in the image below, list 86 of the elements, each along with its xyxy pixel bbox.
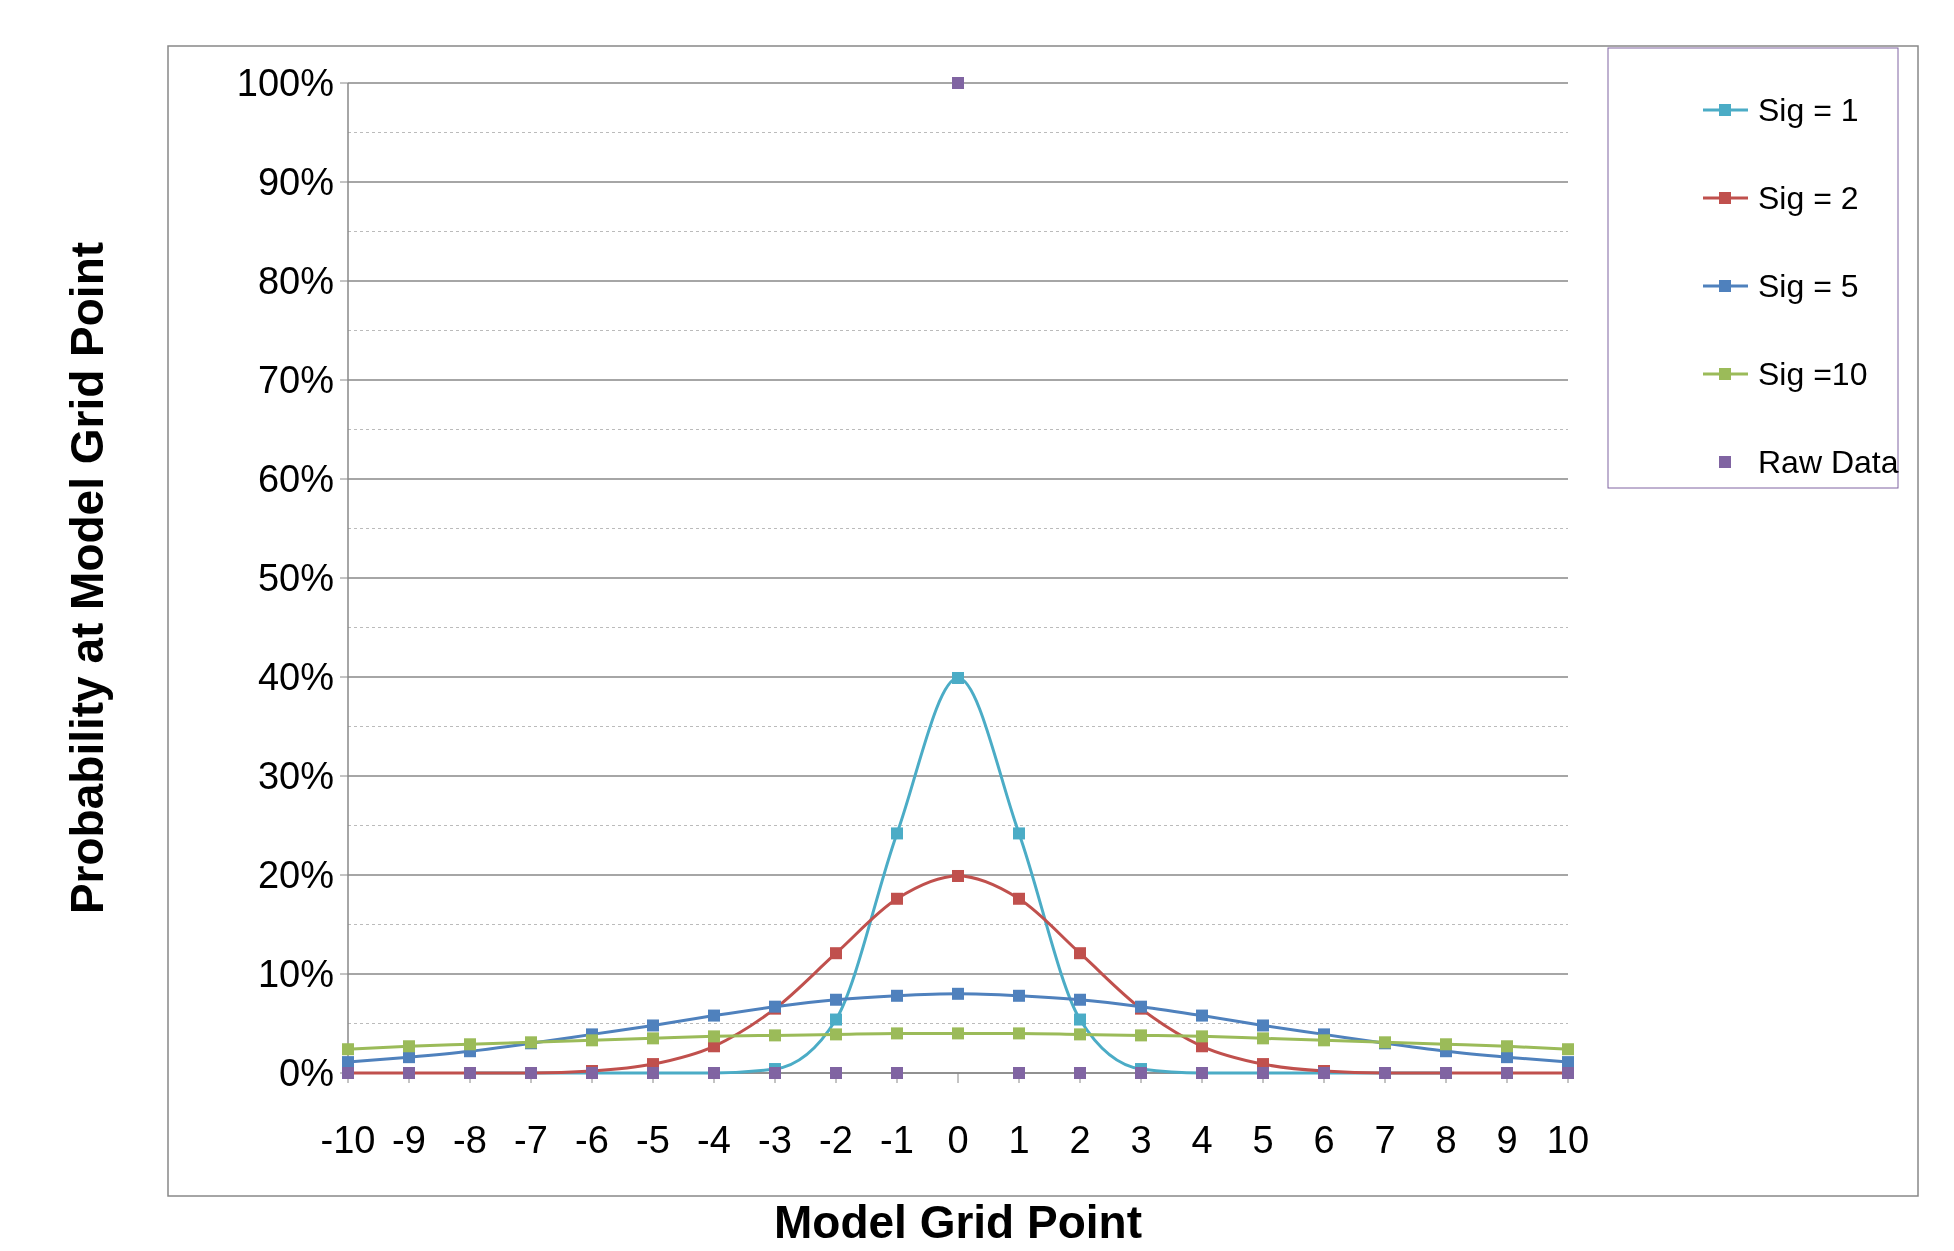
- point: [1257, 1019, 1269, 1032]
- x-tick-label: -5: [636, 1119, 670, 1161]
- point: [1196, 1009, 1208, 1022]
- point: [1257, 1032, 1269, 1045]
- point: [1440, 1038, 1452, 1051]
- y-tick-label: 10%: [257, 953, 334, 996]
- x-tick-label: 7: [1374, 1119, 1396, 1161]
- x-tick-label: 0: [947, 1119, 969, 1161]
- point: [769, 1029, 781, 1042]
- y-tick-label: 20%: [257, 854, 334, 897]
- point: [1013, 989, 1025, 1002]
- point: [769, 1067, 781, 1079]
- y-tick-label: 90%: [257, 161, 334, 204]
- point: [1013, 892, 1025, 905]
- y-tick-label: 70%: [257, 359, 334, 402]
- point: [1013, 1067, 1025, 1079]
- point: [1135, 1067, 1147, 1079]
- x-tick-label: 9: [1496, 1119, 1518, 1161]
- x-tick-label: -6: [575, 1119, 609, 1161]
- point: [1501, 1040, 1513, 1053]
- x-tick-label: 10: [1546, 1119, 1590, 1161]
- point: [647, 1019, 659, 1032]
- point: [891, 1067, 903, 1079]
- y-tick-label: 50%: [257, 557, 334, 600]
- point: [403, 1040, 415, 1053]
- legend-label: Raw Data: [1758, 444, 1899, 481]
- point: [1074, 947, 1086, 960]
- point: [1074, 993, 1086, 1006]
- y-tick-label: 80%: [257, 260, 334, 303]
- point: [952, 869, 964, 882]
- y-tick-label: 0%: [279, 1052, 334, 1095]
- point: [1562, 1043, 1574, 1056]
- point: [403, 1051, 415, 1064]
- x-tick-label: 4: [1191, 1119, 1213, 1161]
- x-tick-label: 8: [1435, 1119, 1457, 1161]
- point: [1501, 1051, 1513, 1064]
- point: [1074, 1067, 1086, 1079]
- point: [464, 1038, 476, 1051]
- point: [830, 947, 842, 960]
- legend-label: Sig =10: [1758, 356, 1868, 393]
- point: [1135, 1029, 1147, 1042]
- legend-label: Sig = 2: [1758, 180, 1859, 217]
- point: [891, 827, 903, 840]
- x-tick-label: -9: [392, 1119, 426, 1161]
- point: [891, 1027, 903, 1040]
- point: [952, 671, 964, 684]
- point: [708, 1009, 720, 1022]
- y-tick-label: 100%: [236, 62, 334, 105]
- y-tick-label: 40%: [257, 656, 334, 699]
- x-tick-label: -10: [320, 1119, 376, 1161]
- x-tick-label: 6: [1313, 1119, 1335, 1161]
- x-tick-label: -3: [758, 1119, 792, 1161]
- point: [1074, 1028, 1086, 1041]
- legend-label: Sig = 1: [1758, 92, 1859, 129]
- point: [1318, 1034, 1330, 1047]
- x-tick-label: -7: [514, 1119, 548, 1161]
- x-tick-label: -2: [819, 1119, 853, 1161]
- point: [830, 1028, 842, 1041]
- x-tick-label: 2: [1069, 1119, 1091, 1161]
- point: [830, 993, 842, 1006]
- point: [952, 987, 964, 1000]
- point: [1013, 827, 1025, 840]
- point: [952, 77, 964, 89]
- x-tick-label: -1: [880, 1119, 914, 1161]
- x-tick-label: 3: [1130, 1119, 1152, 1161]
- legend-label: Sig = 5: [1758, 268, 1859, 305]
- y-tick-label: 60%: [257, 458, 334, 501]
- point: [647, 1032, 659, 1045]
- point: [891, 892, 903, 905]
- point: [342, 1043, 354, 1056]
- x-tick-label: -8: [453, 1119, 487, 1161]
- point: [830, 1013, 842, 1026]
- y-axis-title: Probability at Model Grid Point: [61, 241, 113, 915]
- point: [708, 1030, 720, 1043]
- x-tick-label: -4: [697, 1119, 731, 1161]
- y-tick-label: 30%: [257, 755, 334, 798]
- point: [952, 1027, 964, 1040]
- point: [830, 1067, 842, 1079]
- x-tick-label: 5: [1252, 1119, 1274, 1161]
- x-tick-label: 1: [1008, 1119, 1030, 1161]
- point: [1074, 1013, 1086, 1026]
- point: [1196, 1030, 1208, 1043]
- point: [1013, 1027, 1025, 1040]
- point: [891, 989, 903, 1002]
- x-axis-title: Model Grid Point: [774, 1196, 1142, 1248]
- point: [586, 1034, 598, 1047]
